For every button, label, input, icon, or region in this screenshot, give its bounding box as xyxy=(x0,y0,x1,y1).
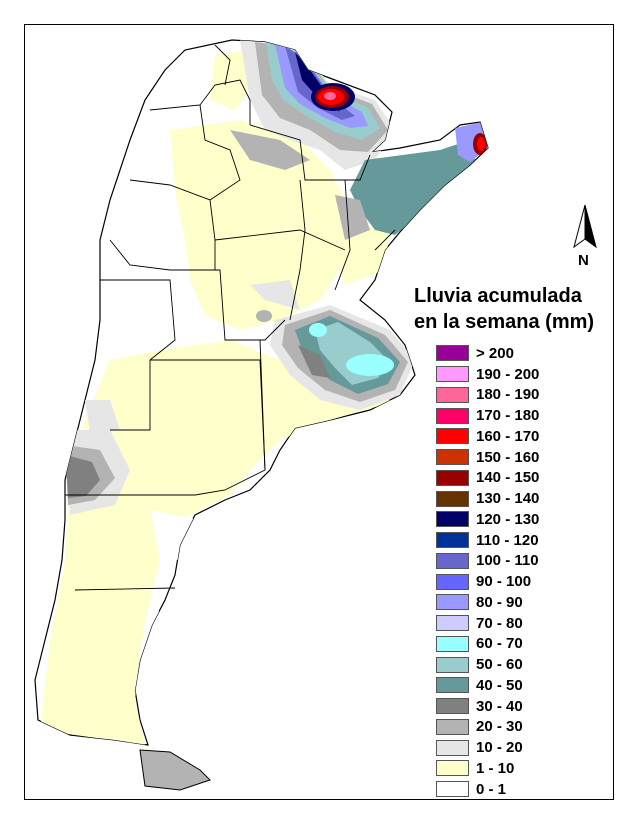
legend-swatch xyxy=(436,718,469,735)
legend-title-line2: en la semana (mm) xyxy=(414,311,595,333)
legend-title: Lluvia acumulada en la semana (mm) xyxy=(414,283,624,335)
legend-item: 170 - 180 xyxy=(436,405,606,426)
legend-item: 0 - 1 xyxy=(436,779,606,800)
legend-swatch xyxy=(436,594,469,611)
legend-swatch xyxy=(436,449,469,466)
legend-label: 100 - 110 xyxy=(476,552,539,570)
legend-label: 50 - 60 xyxy=(476,656,523,674)
legend-label: 20 - 30 xyxy=(476,718,523,736)
legend-item: 180 - 190 xyxy=(436,385,606,406)
legend-swatch xyxy=(436,490,469,507)
legend-label: 120 - 130 xyxy=(476,510,540,528)
legend-item: 130 - 140 xyxy=(436,488,606,509)
legend-label: 80 - 90 xyxy=(476,593,523,611)
legend-swatch xyxy=(436,428,469,445)
legend-item: 10 - 20 xyxy=(436,737,606,758)
legend-swatch xyxy=(436,366,469,383)
legend-label: 170 - 180 xyxy=(476,407,540,425)
legend-item: 90 - 100 xyxy=(436,571,606,592)
legend-item: 140 - 150 xyxy=(436,468,606,489)
legend-label: 1 - 10 xyxy=(476,759,515,777)
legend-swatch xyxy=(436,345,469,362)
north-arrow-icon xyxy=(573,204,597,249)
legend-item: 70 - 80 xyxy=(436,613,606,634)
province-boundaries xyxy=(65,44,396,591)
legend-swatch xyxy=(436,386,469,403)
legend-item: 80 - 90 xyxy=(436,592,606,613)
legend-swatch xyxy=(436,532,469,549)
legend-item: 120 - 130 xyxy=(436,509,606,530)
legend-swatch xyxy=(436,552,469,569)
legend-label: 180 - 190 xyxy=(476,386,540,404)
legend-swatch xyxy=(436,698,469,715)
legend-swatch xyxy=(436,615,469,632)
legend-label: 160 - 170 xyxy=(476,427,540,445)
legend-swatch xyxy=(436,656,469,673)
legend-item: 60 - 70 xyxy=(436,634,606,655)
legend-item: 150 - 160 xyxy=(436,447,606,468)
legend-item: 30 - 40 xyxy=(436,696,606,717)
legend-item: 100 - 110 xyxy=(436,551,606,572)
legend-swatch xyxy=(436,760,469,777)
legend-item: 1 - 10 xyxy=(436,758,606,779)
legend-label: 40 - 50 xyxy=(476,676,523,694)
legend-label: > 200 xyxy=(476,344,514,362)
legend-title-line1: Lluvia acumulada xyxy=(414,285,582,307)
legend-label: 130 - 140 xyxy=(476,490,540,508)
legend: > 200 190 - 200 180 - 190 170 - 180 160 - 17… xyxy=(436,343,606,800)
legend-label: 140 - 150 xyxy=(476,469,540,487)
legend-swatch xyxy=(436,739,469,756)
legend-item: 190 - 200 xyxy=(436,364,606,385)
legend-swatch xyxy=(436,511,469,528)
compass-north-label: N xyxy=(578,252,589,269)
legend-item: 50 - 60 xyxy=(436,654,606,675)
legend-item: > 200 xyxy=(436,343,606,364)
legend-label: 30 - 40 xyxy=(476,697,523,715)
legend-swatch xyxy=(436,573,469,590)
legend-swatch xyxy=(436,677,469,694)
legend-label: 10 - 20 xyxy=(476,739,523,757)
legend-item: 110 - 120 xyxy=(436,530,606,551)
legend-swatch xyxy=(436,781,469,798)
legend-label: 90 - 100 xyxy=(476,573,532,591)
legend-swatch xyxy=(436,469,469,486)
legend-item: 40 - 50 xyxy=(436,675,606,696)
legend-label: 0 - 1 xyxy=(476,780,507,798)
legend-label: 60 - 70 xyxy=(476,635,523,653)
legend-item: 20 - 30 xyxy=(436,717,606,738)
tierra-del-fuego xyxy=(139,749,211,791)
legend-label: 190 - 200 xyxy=(476,365,540,383)
legend-swatch xyxy=(436,635,469,652)
legend-swatch xyxy=(436,407,469,424)
legend-label: 150 - 160 xyxy=(476,448,540,466)
legend-label: 110 - 120 xyxy=(476,531,539,549)
legend-label: 70 - 80 xyxy=(476,614,523,632)
legend-item: 160 - 170 xyxy=(436,426,606,447)
